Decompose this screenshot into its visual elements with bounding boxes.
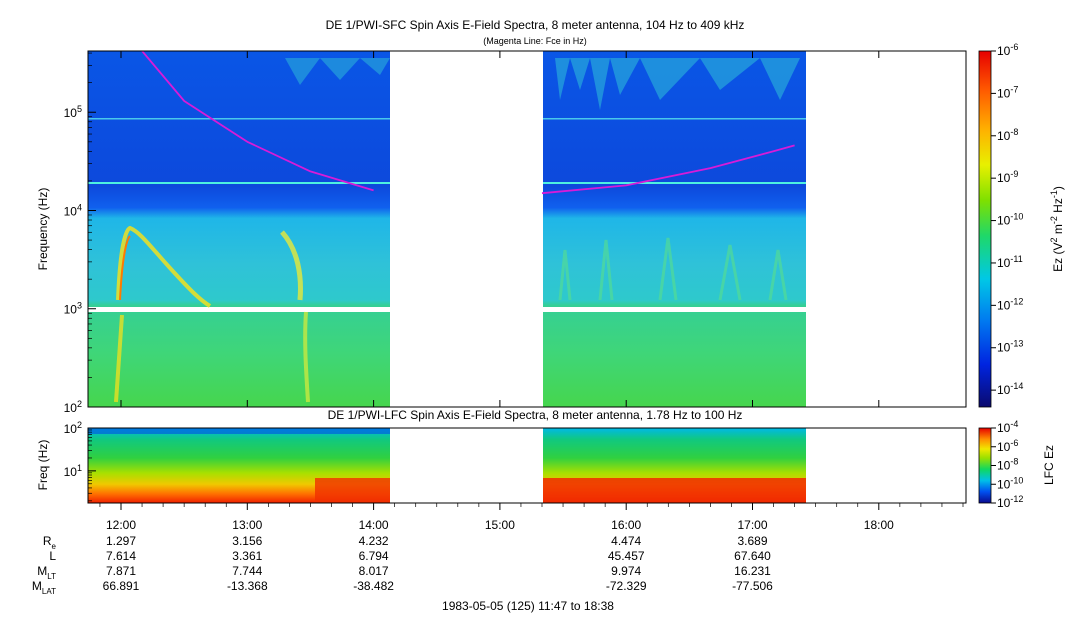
lfc-colorbar-tick-label: 10-4 — [997, 419, 1018, 435]
ephemeris-value: 6.794 — [359, 549, 389, 563]
ephemeris-label: MLAT — [32, 579, 56, 596]
time-tick-label: 15:00 — [485, 518, 515, 532]
sfc-colorbar-tick-label: 10-9 — [997, 169, 1018, 185]
sfc-emission-line-1 — [88, 182, 390, 184]
time-tick-label: 13:00 — [232, 518, 262, 532]
lfc-colorbar-label: LFC Ez — [1042, 445, 1056, 485]
time-range-footer: 1983-05-05 (125) 11:47 to 18:38 — [442, 599, 614, 613]
lfc-colorbar — [978, 427, 992, 504]
sfc-colorbar-tick-label: 10-10 — [997, 212, 1023, 228]
ephemeris-value: 9.974 — [611, 564, 641, 578]
lfc-colorbar-tick-label: 10-10 — [997, 475, 1023, 491]
sfc-title: DE 1/PWI-SFC Spin Axis E-Field Spectra, … — [326, 18, 745, 32]
lfc-colorbar-ticks: 10-4 10-6 10-8 10-10 10-12 — [991, 419, 1023, 510]
hiss-arc-1 — [116, 225, 212, 308]
ephemeris-value: -77.506 — [732, 579, 773, 593]
time-tick-label: 12:00 — [106, 518, 136, 532]
ephemeris-value: 1.297 — [106, 534, 136, 548]
lfc-colorbar-tick-label: 10-8 — [997, 457, 1018, 473]
sfc-speckle-1 — [555, 58, 800, 110]
sfc-band-gap-1 — [88, 307, 390, 312]
sfc-band-segment-1 — [88, 51, 390, 407]
sfc-y-tick-label: 104 — [64, 202, 82, 218]
ephemeris-label: Re — [43, 534, 57, 551]
ephemeris-value: 16.231 — [734, 564, 771, 578]
sfc-lower-streaks — [558, 237, 788, 301]
lfc-ylabel: Freq (Hz) — [36, 440, 50, 491]
time-tick-label: 16:00 — [611, 518, 641, 532]
fce-segment-1 — [141, 51, 374, 192]
ephemeris-value: -38.482 — [353, 579, 394, 593]
ephemeris-value: 67.640 — [734, 549, 771, 563]
sfc-colorbar-tick-label: 10-8 — [997, 127, 1018, 143]
lfc-frame — [87, 427, 967, 504]
ephemeris-value: 8.017 — [359, 564, 389, 578]
lfc-y-tick-label: 101 — [64, 463, 82, 479]
sfc-colorbar-tick-label: 10-14 — [997, 381, 1023, 397]
sfc-y-tick-label: 102 — [64, 399, 82, 415]
fce-line — [141, 51, 795, 195]
ephemeris-value: 4.474 — [611, 534, 641, 548]
time-tick-label: 14:00 — [359, 518, 389, 532]
hiss-arc-3 — [280, 230, 303, 301]
sfc-colorbar-tick-label: 10-6 — [997, 42, 1018, 58]
lfc-spectrogram — [88, 428, 806, 503]
ephemeris-label: MLT — [37, 564, 56, 581]
ephemeris-value: 3.361 — [232, 549, 262, 563]
sfc-colorbar — [978, 50, 992, 408]
sfc-speckle-2 — [285, 58, 390, 85]
sfc-subtitle: (Magenta Line: Fce in Hz) — [483, 36, 587, 46]
sfc-emission-line-2 — [543, 182, 806, 184]
lfc-red-band-2 — [315, 478, 390, 503]
hiss-arc-4 — [303, 311, 310, 403]
sfc-ylabel: Frequency (Hz) — [36, 188, 50, 271]
sfc-frame — [87, 50, 967, 408]
ephemeris-value: 66.891 — [103, 579, 140, 593]
ephemeris-label: L — [49, 549, 56, 563]
ephemeris-value: 3.689 — [737, 534, 767, 548]
lfc-colorbar-tick-label: 10-6 — [997, 438, 1018, 454]
ephemeris-value: 7.614 — [106, 549, 136, 563]
lfc-y-tick-label: 102 — [64, 420, 82, 436]
ephemeris-value: -72.329 — [606, 579, 647, 593]
time-tick-label: 18:00 — [864, 518, 894, 532]
ephemeris-value: 45.457 — [608, 549, 645, 563]
lfc-y-axis: 102 101 — [64, 420, 96, 502]
ephemeris-value: 3.156 — [232, 534, 262, 548]
lfc-title: DE 1/PWI-LFC Spin Axis E-Field Spectra, … — [328, 408, 743, 422]
ephemeris-table: Re 1.297 3.156 4.232 4.474 3.689 L 7.614 3.361 6.… — [32, 534, 773, 596]
hiss-arc-5 — [114, 314, 124, 403]
sfc-colorbar-label: Ez (V2 m-2 Hz-1) — [1049, 186, 1065, 272]
sfc-y-axis: 102 103 104 105 — [64, 52, 96, 415]
sfc-band-gap-2 — [543, 307, 806, 312]
sfc-emission-line-4 — [543, 118, 806, 120]
sfc-colorbar-tick-label: 10-7 — [997, 84, 1018, 100]
sfc-colorbar-ticks: 10-6 10-7 10-8 10-9 10-10 10-11 10-12 10-13 10-1… — [991, 42, 1023, 397]
ephemeris-value: 7.744 — [232, 564, 262, 578]
lfc-colorbar-tick-label: 10-12 — [997, 494, 1023, 510]
ephemeris-value: 7.871 — [106, 564, 136, 578]
ephemeris-value: -13.368 — [227, 579, 268, 593]
sfc-band-segment-2 — [543, 51, 806, 407]
lfc-red-band — [543, 478, 806, 503]
hiss-arc-2 — [119, 235, 131, 301]
time-tick-label: 17:00 — [737, 518, 767, 532]
sfc-emission-line-3 — [88, 118, 390, 120]
time-axis: 12:00 13:00 14:00 15:00 16:00 17:00 18:00 — [99, 51, 964, 532]
fce-segment-2 — [541, 144, 795, 195]
sfc-y-tick-label: 105 — [64, 104, 82, 120]
sfc-colorbar-tick-label: 10-11 — [997, 254, 1023, 270]
sfc-colorbar-tick-label: 10-12 — [997, 296, 1023, 312]
lfc-top-strip — [88, 428, 390, 434]
sfc-colorbar-tick-label: 10-13 — [997, 339, 1023, 355]
sfc-y-tick-label: 103 — [64, 301, 82, 317]
ephemeris-value: 4.232 — [359, 534, 389, 548]
sfc-spectrogram — [88, 51, 806, 407]
